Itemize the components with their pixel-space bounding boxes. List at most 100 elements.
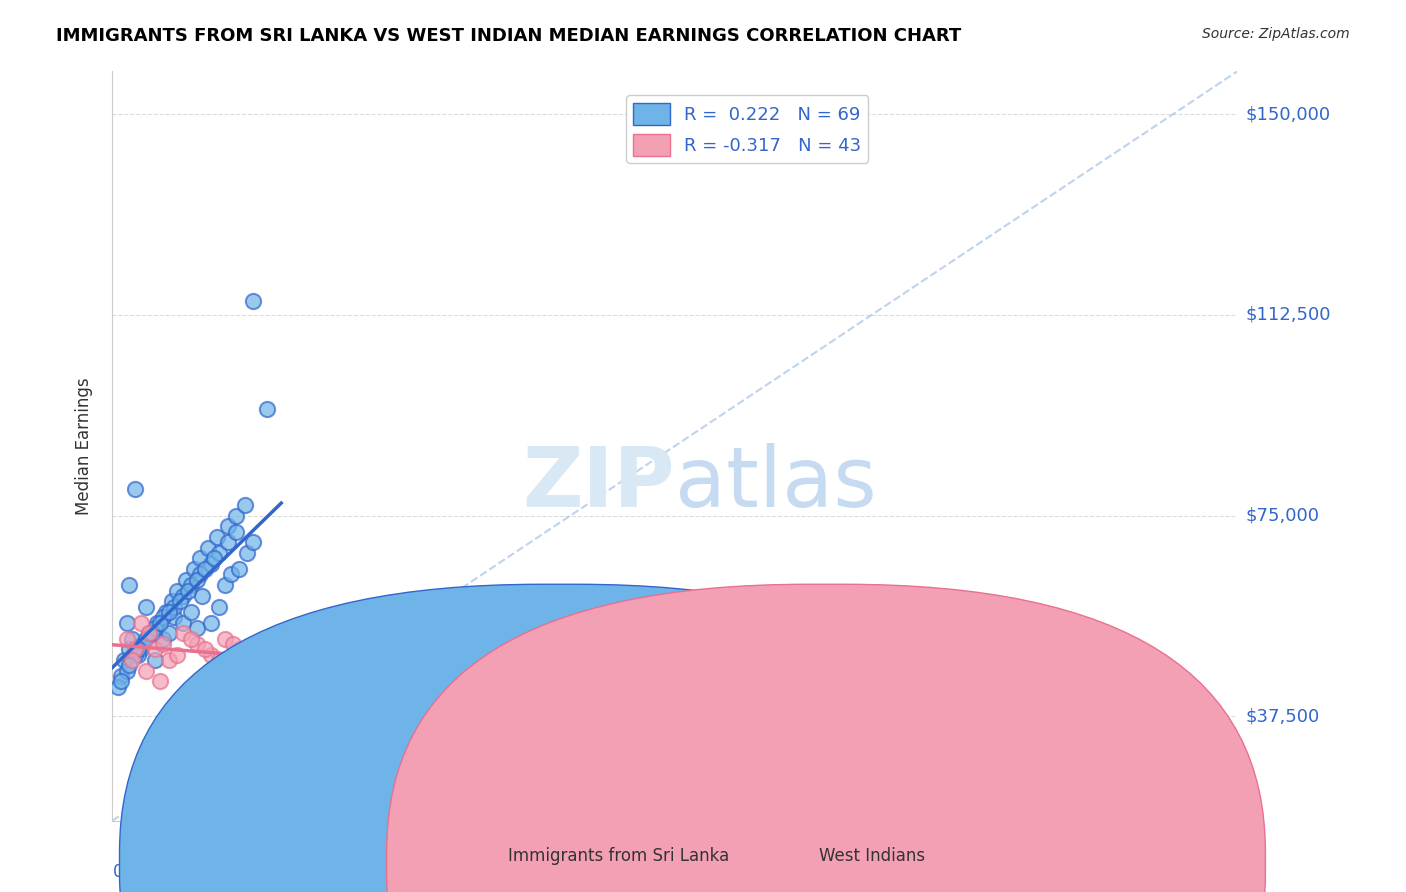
Point — [132, 637, 155, 651]
Point — [110, 669, 132, 683]
Point — [121, 653, 143, 667]
Point — [228, 642, 250, 657]
Point — [188, 551, 211, 566]
Point — [186, 637, 208, 651]
Text: Immigrants from Sri Lanka: Immigrants from Sri Lanka — [508, 847, 730, 865]
Point — [217, 519, 239, 533]
Point — [129, 642, 152, 657]
Point — [607, 680, 630, 694]
Point — [166, 648, 188, 662]
Point — [118, 578, 141, 592]
Point — [152, 632, 174, 646]
Point — [135, 664, 157, 678]
Point — [256, 401, 278, 416]
Point — [382, 664, 405, 678]
Point — [222, 637, 245, 651]
Point — [129, 615, 152, 630]
Point — [127, 648, 149, 662]
Point — [284, 664, 307, 678]
Text: 0.0%: 0.0% — [112, 863, 155, 881]
Point — [143, 653, 166, 667]
Point — [188, 567, 211, 582]
Point — [118, 642, 141, 657]
Point — [143, 642, 166, 657]
Point — [194, 642, 217, 657]
Point — [118, 658, 141, 673]
Point — [214, 578, 236, 592]
Point — [231, 696, 253, 710]
Point — [186, 621, 208, 635]
Text: $37,500: $37,500 — [1246, 707, 1320, 725]
Point — [177, 583, 200, 598]
Point — [146, 615, 169, 630]
Point — [149, 615, 172, 630]
Point — [208, 653, 231, 667]
Point — [107, 680, 129, 694]
Point — [222, 669, 245, 683]
Point — [200, 648, 222, 662]
Point — [217, 535, 239, 549]
Point — [225, 508, 247, 523]
Point — [160, 594, 183, 608]
Point — [551, 674, 574, 689]
Point — [233, 498, 256, 512]
Text: ZIP: ZIP — [523, 443, 675, 524]
Point — [127, 642, 149, 657]
Point — [112, 653, 135, 667]
Point — [236, 648, 259, 662]
Point — [180, 578, 202, 592]
Point — [180, 632, 202, 646]
Point — [163, 610, 186, 624]
Point — [411, 669, 433, 683]
Point — [157, 605, 180, 619]
Point — [298, 632, 321, 646]
Point — [242, 535, 264, 549]
Point — [183, 562, 205, 576]
Point — [191, 589, 214, 603]
Point — [368, 664, 391, 678]
Point — [174, 573, 197, 587]
Point — [205, 530, 228, 544]
Text: $112,500: $112,500 — [1246, 306, 1331, 324]
Text: IMMIGRANTS FROM SRI LANKA VS WEST INDIAN MEDIAN EARNINGS CORRELATION CHART: IMMIGRANTS FROM SRI LANKA VS WEST INDIAN… — [56, 27, 962, 45]
Point — [228, 562, 250, 576]
Point — [340, 658, 363, 673]
Point — [135, 599, 157, 614]
Legend: R =  0.222   N = 69, R = -0.317   N = 43: R = 0.222 N = 69, R = -0.317 N = 43 — [626, 95, 869, 163]
Point — [214, 632, 236, 646]
Point — [166, 583, 188, 598]
Point — [115, 664, 138, 678]
Text: West Indians: West Indians — [818, 847, 925, 865]
Point — [141, 626, 163, 640]
Point — [149, 674, 172, 689]
Point — [186, 573, 208, 587]
Text: Source: ZipAtlas.com: Source: ZipAtlas.com — [1202, 27, 1350, 41]
Point — [121, 632, 143, 646]
Point — [143, 621, 166, 635]
Point — [155, 605, 177, 619]
Point — [169, 594, 191, 608]
Point — [200, 615, 222, 630]
Point — [1001, 696, 1024, 710]
Point — [211, 685, 233, 699]
Point — [208, 546, 231, 560]
Point — [242, 653, 264, 667]
Point — [202, 551, 225, 566]
Point — [579, 685, 602, 699]
Point — [225, 524, 247, 539]
Text: $150,000: $150,000 — [1246, 105, 1331, 123]
Point — [115, 615, 138, 630]
Point — [250, 658, 273, 673]
Point — [194, 562, 217, 576]
Point — [157, 626, 180, 640]
Point — [236, 546, 259, 560]
Point — [135, 632, 157, 646]
Point — [200, 557, 222, 571]
Point — [152, 610, 174, 624]
Point — [138, 626, 160, 640]
Point — [270, 642, 292, 657]
Point — [636, 690, 658, 705]
Point — [180, 605, 202, 619]
Point — [354, 658, 377, 673]
Point — [467, 674, 489, 689]
